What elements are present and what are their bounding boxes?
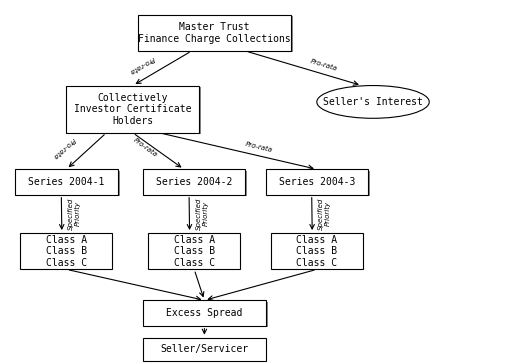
FancyBboxPatch shape <box>20 233 112 269</box>
Text: Seller/Servicer: Seller/Servicer <box>160 344 248 355</box>
Text: Pro-rata: Pro-rata <box>128 55 155 74</box>
Text: Collectively
Investor Certificate
Holders: Collectively Investor Certificate Holder… <box>74 92 192 126</box>
Text: Pro-rata: Pro-rata <box>51 136 76 159</box>
FancyBboxPatch shape <box>268 171 370 196</box>
Text: Specified
Priority: Specified Priority <box>196 198 208 230</box>
FancyBboxPatch shape <box>143 338 266 361</box>
Text: Pro-rata: Pro-rata <box>310 58 338 71</box>
FancyBboxPatch shape <box>143 169 245 195</box>
FancyBboxPatch shape <box>138 15 291 51</box>
Text: Pro-rata: Pro-rata <box>244 141 273 154</box>
Text: Series 2004-2: Series 2004-2 <box>156 177 233 187</box>
FancyBboxPatch shape <box>148 233 240 269</box>
Ellipse shape <box>317 86 429 118</box>
Text: Series 2004-3: Series 2004-3 <box>278 177 355 187</box>
FancyBboxPatch shape <box>66 86 199 133</box>
Text: Specified
Priority: Specified Priority <box>68 198 81 230</box>
Text: Series 2004-1: Series 2004-1 <box>28 177 105 187</box>
Text: Specified
Priority: Specified Priority <box>318 198 331 230</box>
FancyBboxPatch shape <box>17 171 120 196</box>
Text: Pro-rata: Pro-rata <box>132 137 159 158</box>
FancyBboxPatch shape <box>143 300 266 326</box>
FancyBboxPatch shape <box>140 16 293 52</box>
Text: Master Trust
Finance Charge Collections: Master Trust Finance Charge Collections <box>138 22 291 44</box>
Text: Class A
Class B
Class C: Class A Class B Class C <box>46 234 87 268</box>
FancyBboxPatch shape <box>15 169 118 195</box>
FancyBboxPatch shape <box>271 233 363 269</box>
Text: Class A
Class B
Class C: Class A Class B Class C <box>174 234 215 268</box>
Text: Excess Spread: Excess Spread <box>166 308 243 318</box>
FancyBboxPatch shape <box>145 302 268 327</box>
Text: Class A
Class B
Class C: Class A Class B Class C <box>296 234 337 268</box>
FancyBboxPatch shape <box>266 169 368 195</box>
FancyBboxPatch shape <box>145 171 247 196</box>
Text: Seller's Interest: Seller's Interest <box>323 97 423 107</box>
FancyBboxPatch shape <box>68 87 201 134</box>
